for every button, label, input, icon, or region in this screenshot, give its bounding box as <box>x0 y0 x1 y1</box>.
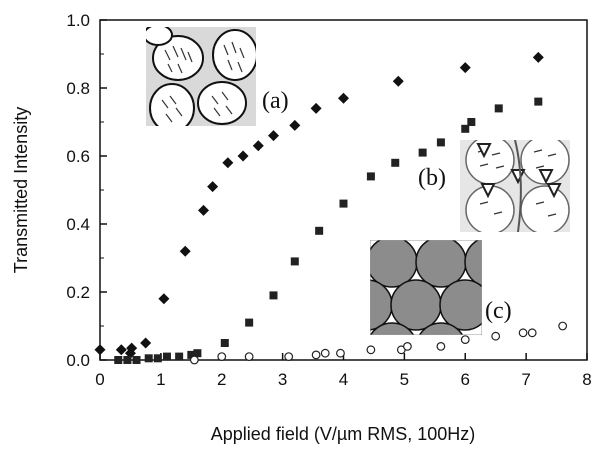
square-point <box>187 350 196 359</box>
diamond-point <box>289 119 301 131</box>
x-axis-title: Applied field (V/µm RMS, 100Hz) <box>211 424 475 444</box>
data-markers <box>94 51 568 365</box>
square-point <box>114 356 123 364</box>
square-point <box>315 226 324 235</box>
x-tick-label: 8 <box>582 370 591 389</box>
open-circle-point <box>311 350 321 360</box>
open-circle-point <box>436 342 446 351</box>
y-tick-label: 0.4 <box>66 215 90 234</box>
square-point <box>220 339 229 347</box>
diamond-point <box>392 75 404 87</box>
diamond-point <box>207 181 219 193</box>
x-tick-label: 2 <box>217 370 226 389</box>
square-point <box>534 97 543 106</box>
diamond-point <box>179 245 191 257</box>
y-axis-ticks: 0.0 0.2 0.4 0.6 0.8 1.0 <box>66 11 107 370</box>
diamond-point <box>94 344 106 356</box>
square-point <box>366 172 375 181</box>
open-circle-point <box>320 348 330 358</box>
diamond-point <box>459 62 471 74</box>
open-circle-point <box>244 352 254 362</box>
x-tick-label: 6 <box>461 370 470 389</box>
x-tick-label: 1 <box>156 370 165 389</box>
series-diamond <box>94 51 544 359</box>
square-point <box>290 257 299 266</box>
y-tick-label: 0.8 <box>66 79 90 98</box>
square-point <box>123 356 132 364</box>
diamond-point <box>267 130 279 142</box>
diamond-point <box>115 344 127 356</box>
square-point <box>418 148 427 157</box>
open-circle-point <box>518 328 528 338</box>
inset-b-image <box>460 140 570 232</box>
diamond-point <box>126 342 138 354</box>
y-axis-title: Transmitted Intensity <box>11 107 31 273</box>
inset-label-a: (a) <box>262 88 289 114</box>
square-point <box>494 104 503 113</box>
square-point <box>436 138 445 147</box>
square-point <box>391 158 400 167</box>
open-circle-point <box>460 335 470 345</box>
inset-c-image <box>370 240 482 335</box>
diamond-point <box>158 293 170 305</box>
open-circle-point <box>284 352 294 362</box>
y-tick-label: 1.0 <box>66 11 90 30</box>
diamond-point <box>338 92 349 104</box>
open-circle-point <box>336 348 345 358</box>
diamond-point <box>197 204 209 216</box>
x-tick-label: 0 <box>95 370 104 389</box>
diamond-point <box>237 150 249 162</box>
inset-a-image <box>146 27 256 126</box>
square-point <box>467 118 476 126</box>
x-tick-label: 3 <box>278 370 287 389</box>
open-circle-point <box>189 355 199 365</box>
y-tick-label: 0.6 <box>66 147 90 166</box>
open-circle-point <box>558 321 568 331</box>
open-circle-point <box>527 328 537 338</box>
inset-label-b: (b) <box>418 165 446 191</box>
y-tick-label: 0.0 <box>66 351 90 370</box>
square-point <box>153 354 162 363</box>
square-point <box>245 318 254 327</box>
square-point <box>339 199 348 208</box>
series-square <box>114 97 543 364</box>
series-open-circle <box>189 321 568 365</box>
open-circle-point <box>366 345 376 355</box>
diamond-point <box>222 157 234 169</box>
square-point <box>132 356 141 364</box>
open-circle-point <box>217 352 227 362</box>
x-tick-label: 5 <box>400 370 409 389</box>
diamond-point <box>532 51 544 63</box>
square-point <box>461 124 470 133</box>
square-point <box>193 349 202 358</box>
square-point <box>162 352 171 361</box>
x-tick-label: 4 <box>339 370 348 389</box>
y-tick-label: 0.2 <box>66 283 90 302</box>
diamond-point <box>310 102 322 114</box>
diamond-point <box>252 140 264 152</box>
open-circle-point <box>491 331 501 341</box>
open-circle-point <box>403 342 412 351</box>
x-tick-label: 7 <box>521 370 530 389</box>
x-axis-ticks: 0 1 2 3 4 5 6 7 8 <box>95 353 592 389</box>
diamond-point <box>140 337 152 349</box>
square-point <box>269 291 278 300</box>
square-point <box>144 354 153 363</box>
square-point <box>175 352 184 361</box>
inset-label-c: (c) <box>485 298 512 324</box>
